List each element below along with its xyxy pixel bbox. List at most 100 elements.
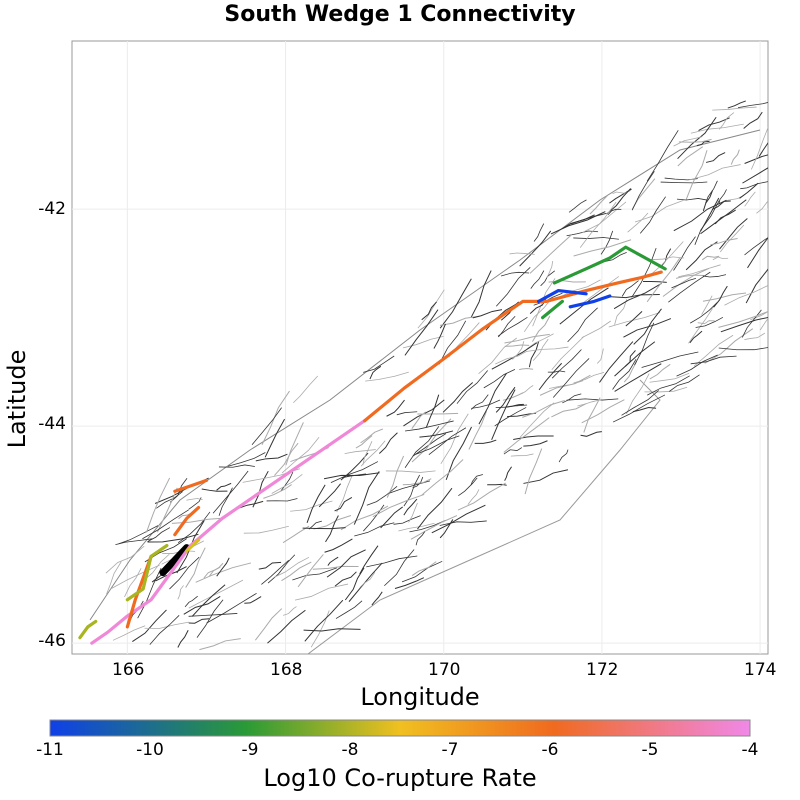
fault-trace <box>649 372 690 383</box>
fault-trace <box>386 399 405 417</box>
fault-trace <box>325 515 339 543</box>
fault-trace <box>497 316 528 337</box>
fault-trace <box>340 505 389 531</box>
y-axis-label-wrap: Latitude <box>2 300 32 500</box>
fault-trace <box>676 354 718 377</box>
fault-trace <box>243 525 289 534</box>
chart-title: South Wedge 1 Connectivity <box>224 2 576 27</box>
fault-trace <box>532 338 549 361</box>
x-tick-label: 174 <box>744 660 777 680</box>
fault-trace <box>411 561 437 576</box>
fault-trace <box>216 557 230 577</box>
fault-trace <box>342 473 367 479</box>
fault-trace <box>498 315 516 338</box>
fault-trace <box>408 502 418 523</box>
fault-trace <box>403 498 418 516</box>
fault-trace <box>528 341 539 368</box>
fault-trace <box>720 316 768 333</box>
fault-trace <box>519 367 534 371</box>
colorbar-label: Log10 Co-rupture Rate <box>263 764 537 792</box>
fault-trace <box>624 350 636 367</box>
section-source <box>159 544 191 577</box>
fault-trace <box>603 252 627 263</box>
fault-trace <box>458 477 478 496</box>
fault-trace <box>439 278 472 329</box>
fault-trace <box>137 567 162 619</box>
section-puysegur-a <box>78 619 98 640</box>
fault-trace <box>252 470 269 508</box>
fault-trace <box>411 418 452 463</box>
fault-trace <box>744 332 766 340</box>
fault-trace <box>132 609 167 643</box>
fault-trace <box>519 230 552 267</box>
fault-trace <box>678 264 721 278</box>
section-fiordland-a <box>173 478 209 493</box>
fault-trace <box>439 519 454 539</box>
fault-trace <box>600 230 614 255</box>
colorbar-tick: -7 <box>441 740 459 760</box>
fault-trace <box>281 561 312 582</box>
fault-trace <box>282 525 310 544</box>
x-tick-label: 170 <box>428 660 461 680</box>
fault-trace <box>623 318 672 338</box>
fault-trace <box>581 320 611 339</box>
fault-trace <box>730 149 740 165</box>
colorbar-tick: -9 <box>241 740 259 760</box>
fault-trace <box>685 241 718 271</box>
fault-trace <box>149 614 180 645</box>
fault-trace <box>547 370 566 373</box>
fault-trace <box>281 437 320 474</box>
fault-trace <box>581 276 620 305</box>
fault-trace <box>212 470 249 514</box>
fault-trace <box>402 335 444 349</box>
fault-trace <box>662 267 710 297</box>
section-hope-branch <box>540 299 564 320</box>
fault-trace <box>614 299 628 325</box>
fault-trace <box>739 182 759 199</box>
fault-trace <box>290 500 333 512</box>
fault-trace <box>660 181 708 184</box>
fault-trace <box>366 555 418 568</box>
fault-trace <box>474 439 497 444</box>
fault-trace <box>421 301 437 321</box>
fault-trace <box>115 538 153 545</box>
section-fiordland-c <box>173 505 201 537</box>
fault-trace <box>540 270 556 287</box>
fault-trace <box>718 112 735 130</box>
fault-trace <box>409 519 446 533</box>
fault-trace <box>573 239 632 257</box>
fault-trace <box>643 280 667 283</box>
fault-trace <box>634 322 655 366</box>
fault-trace <box>487 483 507 486</box>
fault-trace <box>524 448 543 495</box>
fault-trace <box>302 527 346 530</box>
section-hope <box>552 245 667 285</box>
fault-trace <box>112 625 146 641</box>
fault-trace <box>334 496 353 512</box>
fault-trace <box>712 256 729 261</box>
fault-trace <box>702 274 727 278</box>
fault-trace <box>206 592 257 624</box>
fault-trace <box>677 146 704 167</box>
fault-trace <box>313 515 352 530</box>
fault-trace <box>267 554 296 584</box>
fault-trace <box>478 337 517 374</box>
fault-trace <box>737 102 768 109</box>
x-axis-label: Longitude <box>360 683 480 711</box>
fault-trace <box>500 271 530 277</box>
fault-trace <box>470 270 492 319</box>
fault-trace <box>759 317 768 331</box>
colorbar-tick: -10 <box>136 740 164 760</box>
fault-trace <box>188 613 238 617</box>
fault-trace <box>582 201 627 233</box>
fault-trace <box>546 261 554 278</box>
fault-trace <box>369 365 382 380</box>
colorbar-tick: -4 <box>741 740 759 760</box>
fault-trace <box>255 453 288 462</box>
fault-trace <box>285 422 304 466</box>
fault-trace <box>608 312 661 328</box>
fault-trace <box>323 472 380 480</box>
fault-trace <box>522 400 565 418</box>
fault-trace <box>274 556 310 578</box>
fault-trace <box>419 430 454 438</box>
